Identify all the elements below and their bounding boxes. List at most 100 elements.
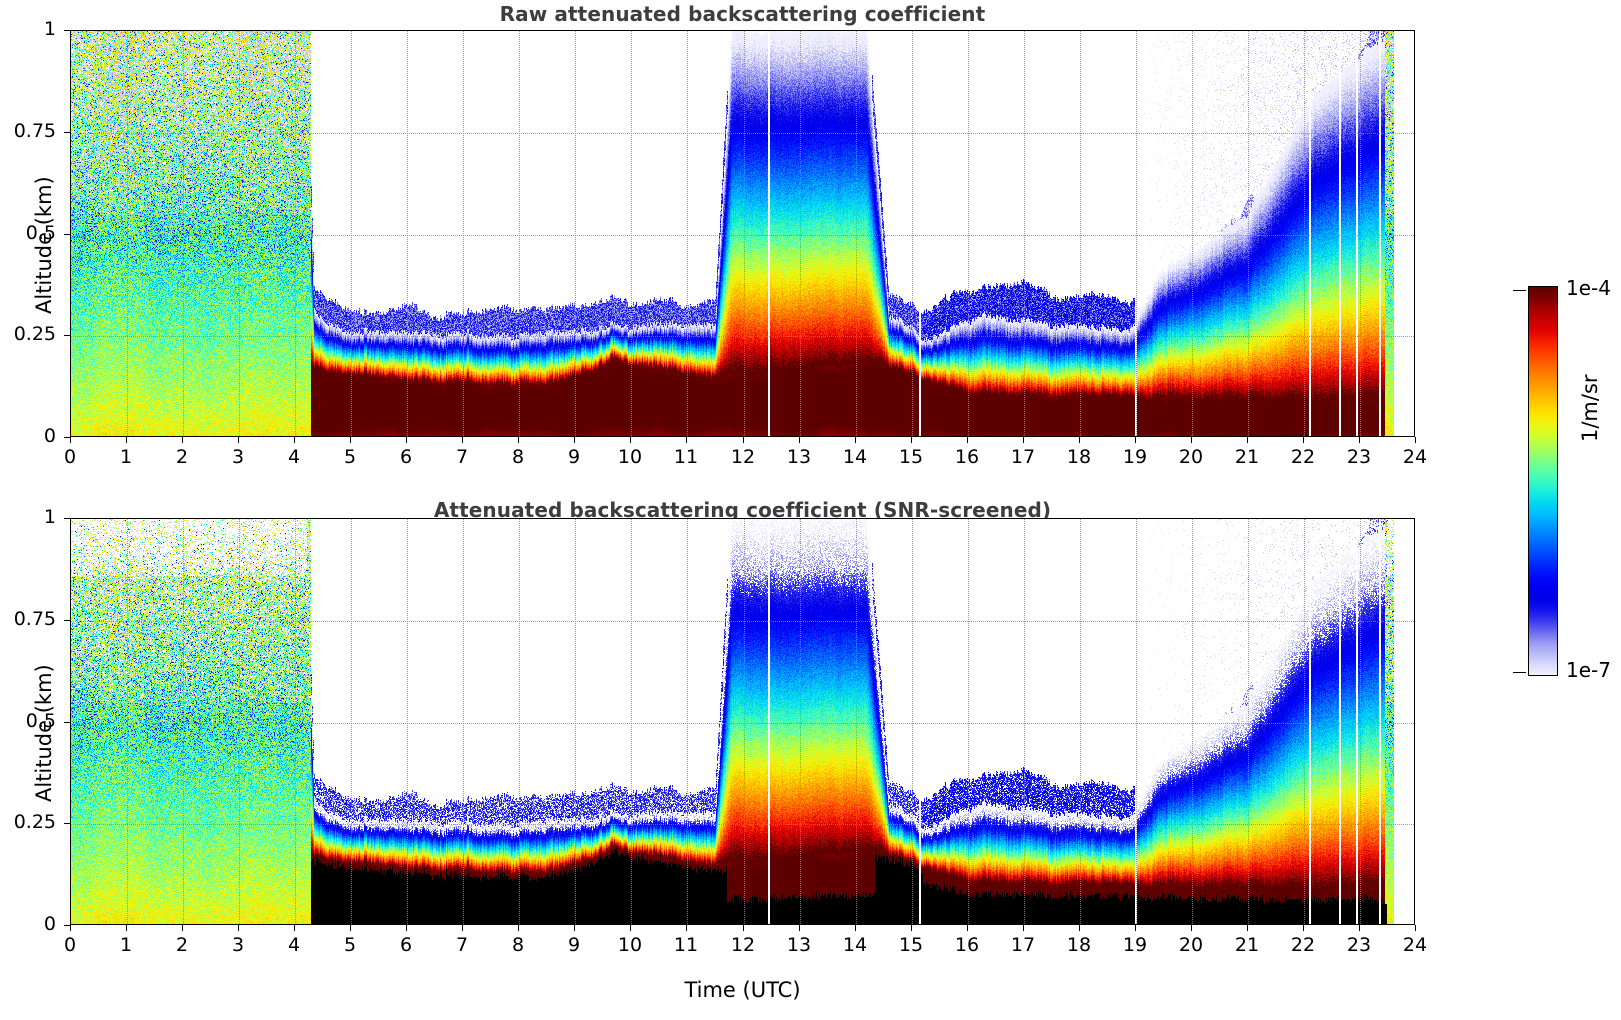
x-tick-mark bbox=[1191, 437, 1192, 443]
gridline-vertical bbox=[744, 31, 746, 436]
x-tick-label: 19 bbox=[1122, 934, 1148, 956]
x-tick-label: 0 bbox=[63, 446, 77, 468]
gridline-vertical bbox=[856, 31, 858, 436]
x-tick-mark bbox=[1079, 925, 1080, 931]
x-tick-label: 23 bbox=[1346, 446, 1372, 468]
gridline-vertical bbox=[1192, 519, 1194, 924]
x-tick-mark bbox=[1135, 925, 1136, 931]
x-tick-mark bbox=[406, 925, 407, 931]
x-tick-label: 8 bbox=[511, 934, 525, 956]
x-tick-mark bbox=[518, 437, 519, 443]
x-tick-label: 0 bbox=[63, 934, 77, 956]
x-tick-mark bbox=[406, 437, 407, 443]
gridline-vertical bbox=[407, 519, 409, 924]
heatmap-data-screened bbox=[71, 519, 1414, 924]
gridline-vertical bbox=[1304, 519, 1306, 924]
x-tick-mark bbox=[855, 437, 856, 443]
gridline-vertical bbox=[239, 31, 241, 436]
x-tick-label: 16 bbox=[954, 934, 980, 956]
x-tick-label: 13 bbox=[786, 446, 812, 468]
gridline-vertical bbox=[519, 519, 521, 924]
y-axis-label-raw: Altitude (km) bbox=[32, 176, 56, 314]
colorbar-label-max: 1e-4 bbox=[1566, 276, 1611, 300]
x-tick-label: 21 bbox=[1234, 934, 1260, 956]
gridline-vertical bbox=[127, 519, 129, 924]
gridline-vertical bbox=[351, 519, 353, 924]
x-tick-mark bbox=[911, 925, 912, 931]
x-tick-label: 14 bbox=[842, 446, 868, 468]
gridline-vertical bbox=[1136, 31, 1138, 436]
gridline-vertical bbox=[800, 519, 802, 924]
gridline-vertical bbox=[1192, 31, 1194, 436]
gridline-horizontal bbox=[71, 133, 1414, 135]
x-tick-label: 5 bbox=[343, 446, 357, 468]
x-tick-label: 3 bbox=[231, 446, 245, 468]
x-tick-label: 5 bbox=[343, 934, 357, 956]
gridline-vertical bbox=[744, 519, 746, 924]
y-tick-mark bbox=[64, 30, 70, 31]
x-tick-mark bbox=[350, 925, 351, 931]
gridline-vertical bbox=[183, 31, 185, 436]
gridline-vertical bbox=[295, 519, 297, 924]
x-tick-mark bbox=[855, 925, 856, 931]
x-tick-mark bbox=[1247, 437, 1248, 443]
x-tick-label: 15 bbox=[898, 934, 924, 956]
gridline-vertical bbox=[968, 31, 970, 436]
x-tick-label: 18 bbox=[1066, 446, 1092, 468]
gridline-vertical bbox=[519, 31, 521, 436]
x-tick-mark bbox=[70, 925, 71, 931]
x-tick-label: 17 bbox=[1010, 934, 1036, 956]
x-tick-mark bbox=[70, 437, 71, 443]
x-tick-mark bbox=[630, 437, 631, 443]
colorbar-tick-top bbox=[1513, 290, 1526, 291]
x-tick-label: 20 bbox=[1178, 934, 1204, 956]
x-tick-mark bbox=[1079, 437, 1080, 443]
x-tick-label: 6 bbox=[399, 446, 413, 468]
x-tick-mark bbox=[967, 437, 968, 443]
x-tick-mark bbox=[799, 437, 800, 443]
x-tick-mark bbox=[1023, 437, 1024, 443]
x-tick-mark bbox=[1415, 437, 1416, 443]
x-tick-label: 24 bbox=[1402, 934, 1428, 956]
gridline-vertical bbox=[912, 519, 914, 924]
x-tick-label: 1 bbox=[119, 446, 133, 468]
x-tick-mark bbox=[1359, 437, 1360, 443]
x-tick-mark bbox=[238, 437, 239, 443]
x-tick-mark bbox=[518, 925, 519, 931]
panel-title-raw: Raw attenuated backscattering coefficien… bbox=[499, 2, 986, 26]
y-tick-label: 0 bbox=[43, 913, 56, 935]
gridline-vertical bbox=[351, 31, 353, 436]
x-tick-label: 4 bbox=[287, 446, 301, 468]
y-tick-label: 0.75 bbox=[13, 608, 56, 630]
gridline-vertical bbox=[183, 519, 185, 924]
x-tick-label: 19 bbox=[1122, 446, 1148, 468]
x-tick-mark bbox=[1303, 437, 1304, 443]
gridline-vertical bbox=[912, 31, 914, 436]
y-tick-label: 0 bbox=[43, 425, 56, 447]
x-tick-label: 24 bbox=[1402, 446, 1428, 468]
x-tick-label: 4 bbox=[287, 934, 301, 956]
x-tick-mark bbox=[743, 925, 744, 931]
x-tick-mark bbox=[574, 437, 575, 443]
y-tick-mark bbox=[64, 234, 70, 235]
x-tick-label: 14 bbox=[842, 934, 868, 956]
x-tick-mark bbox=[182, 925, 183, 931]
x-tick-label: 21 bbox=[1234, 446, 1260, 468]
x-tick-label: 15 bbox=[898, 446, 924, 468]
x-tick-label: 6 bbox=[399, 934, 413, 956]
y-tick-mark bbox=[64, 925, 70, 926]
x-tick-label: 11 bbox=[673, 934, 699, 956]
gridline-vertical bbox=[1080, 31, 1082, 436]
y-tick-mark bbox=[64, 722, 70, 723]
gridline-vertical bbox=[575, 519, 577, 924]
heatmap-axes-screened bbox=[70, 518, 1415, 925]
x-tick-label: 22 bbox=[1290, 934, 1316, 956]
gridline-vertical bbox=[1024, 519, 1026, 924]
y-tick-label: 1 bbox=[43, 506, 56, 528]
x-tick-mark bbox=[126, 437, 127, 443]
x-tick-label: 9 bbox=[567, 934, 581, 956]
x-tick-mark bbox=[294, 437, 295, 443]
gridline-vertical bbox=[687, 519, 689, 924]
x-tick-mark bbox=[350, 437, 351, 443]
